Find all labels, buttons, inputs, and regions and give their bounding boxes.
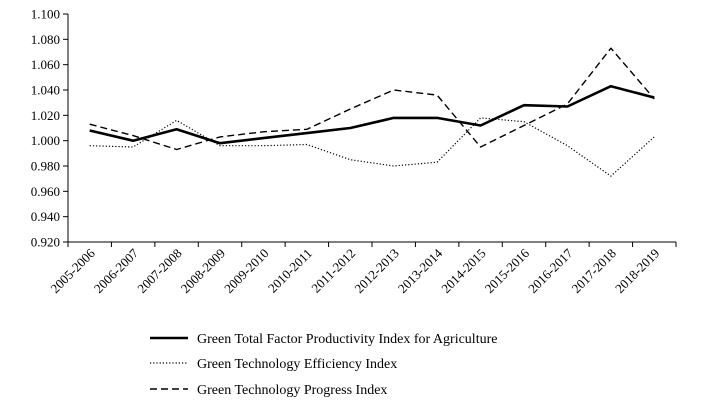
series-lines <box>89 47 655 177</box>
x-tick-label: 2010-2011 <box>265 246 315 296</box>
y-tick-label: 0.940 <box>31 209 60 224</box>
x-tick-label: 2013-2014 <box>395 245 446 296</box>
y-tick-label: 0.960 <box>31 184 60 199</box>
x-tick-label: 2015-2016 <box>482 245 533 296</box>
x-tick-label: 2006-2007 <box>91 245 142 296</box>
y-tick-label: 0.920 <box>31 235 60 250</box>
y-tick-label: 1.080 <box>31 32 60 47</box>
y-tick-label: 1.040 <box>31 83 60 98</box>
y-axis: 0.920 0.940 0.960 0.980 1.000 1.020 1.040 1.060… <box>31 7 69 250</box>
x-tick-label: 2009-2010 <box>221 246 271 296</box>
legend-label: Green Total Factor Productivity Index fo… <box>197 332 497 347</box>
series-line-dashed <box>89 47 655 151</box>
series-line-solid <box>89 84 655 145</box>
series-line-dotted <box>89 117 655 177</box>
x-tick-label: 2008-2009 <box>178 246 228 296</box>
y-tick-label: 1.100 <box>31 7 60 22</box>
x-tick-label: 2017-2018 <box>569 246 619 296</box>
x-tick-label: 2011-2012 <box>308 246 358 296</box>
legend-label: Green Technology Efficiency Index <box>197 357 397 372</box>
x-tick-label: 2012-2013 <box>351 246 401 296</box>
x-tick-label: 2016-2017 <box>525 245 576 296</box>
y-tick-label: 1.000 <box>31 133 60 148</box>
x-tick-label: 2007-2008 <box>134 246 184 296</box>
y-tick-label: 1.020 <box>31 108 60 123</box>
legend: Green Total Factor Productivity Index fo… <box>150 332 497 398</box>
x-tick-label: 2018-2019 <box>612 246 662 296</box>
y-tick-label: 1.060 <box>31 57 60 72</box>
x-tick-label: 2005-2006 <box>47 245 98 296</box>
y-tick-label: 0.980 <box>31 159 60 174</box>
x-axis: 2005-20062006-20072007-20082008-20092009… <box>47 241 677 296</box>
x-tick-label: 2014-2015 <box>438 246 488 296</box>
legend-label: Green Technology Progress Index <box>197 383 387 398</box>
